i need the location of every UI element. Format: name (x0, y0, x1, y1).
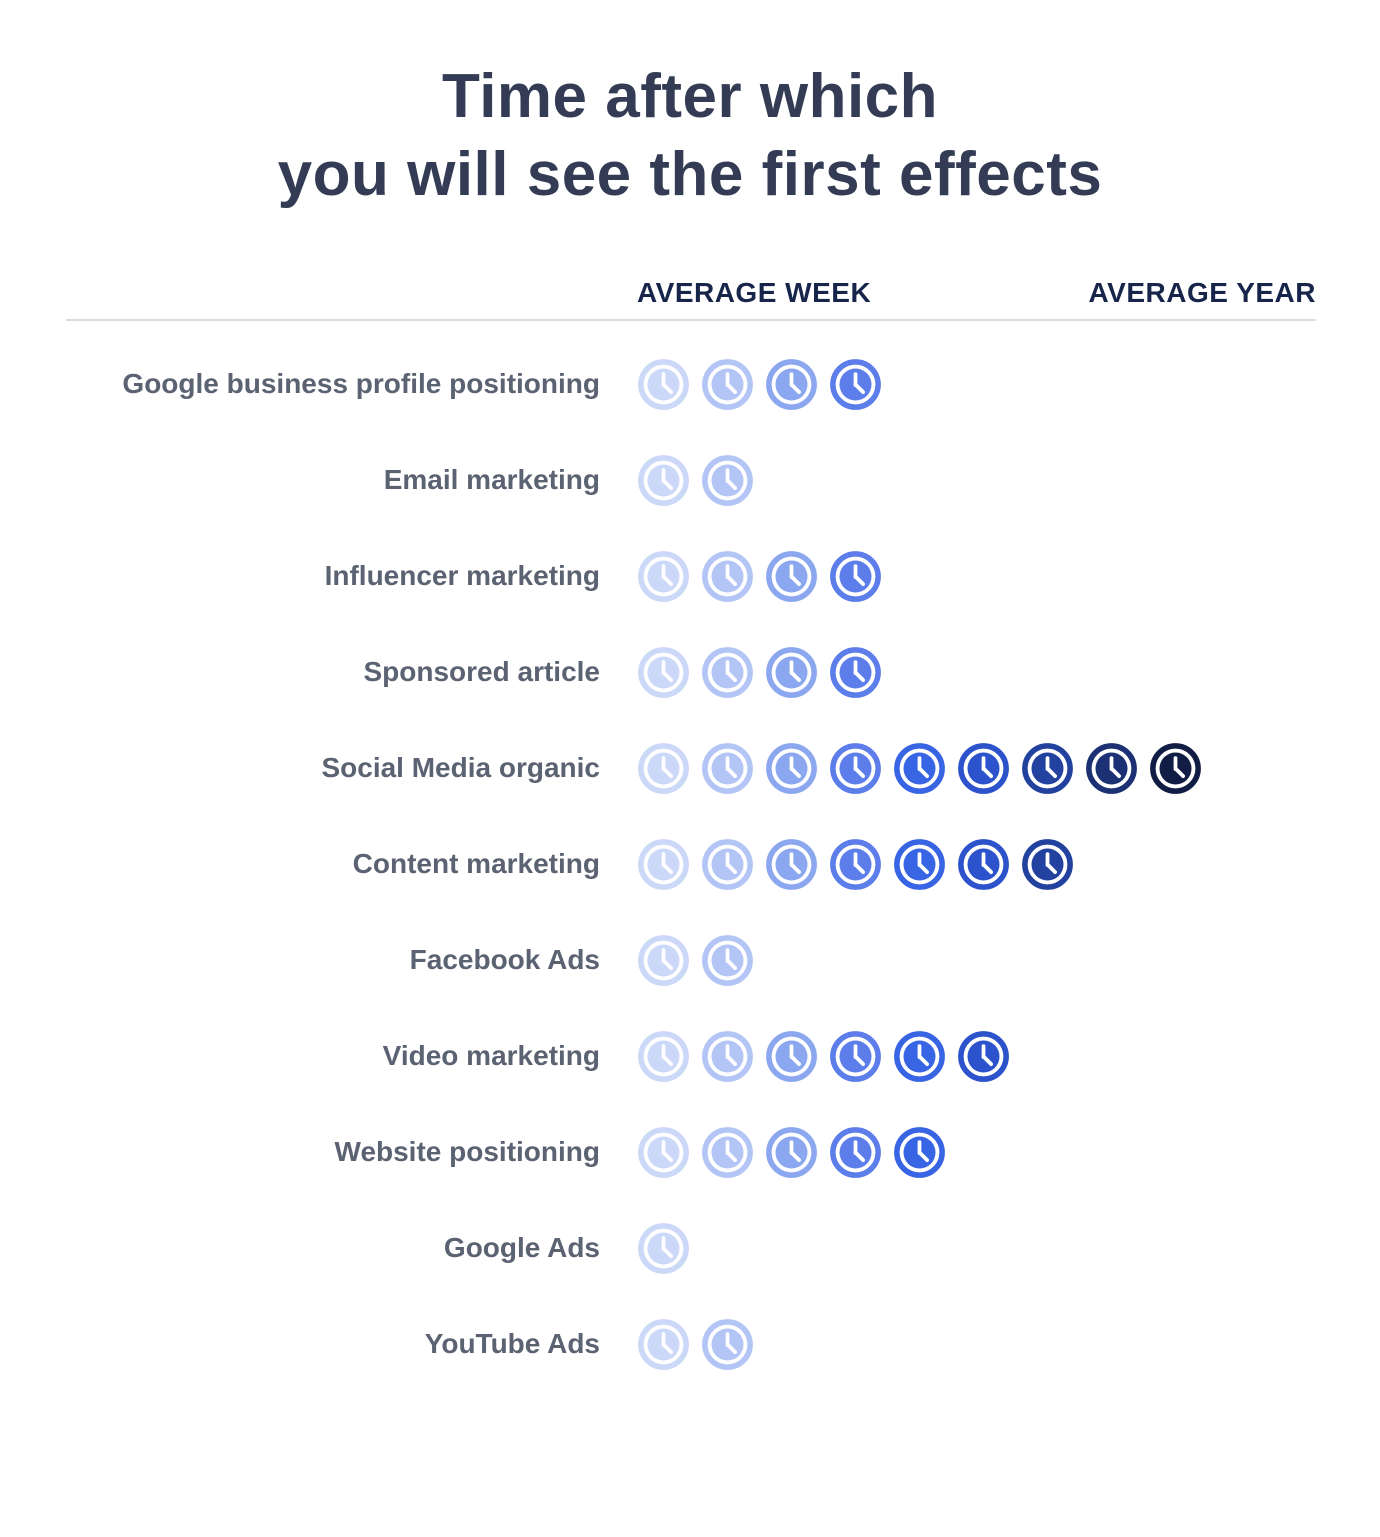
table-row: Content marketing (0, 816, 1380, 912)
clock-icon (894, 1030, 945, 1082)
clock-icon (638, 1318, 689, 1370)
clock-icon (702, 454, 753, 506)
row-label: Influencer marketing (324, 560, 600, 591)
clock-icon (638, 1030, 689, 1082)
clock-icons (637, 646, 882, 699)
table-row: Website positioning (0, 1104, 1380, 1200)
clock-icon (638, 454, 689, 506)
page-title-line1: Time after which (441, 62, 939, 131)
clock-icon (766, 550, 817, 602)
clock-icon (766, 838, 817, 890)
clock-icon (894, 838, 945, 890)
clock-icon (638, 934, 689, 986)
clock-icon (958, 742, 1009, 794)
clock-icon (702, 1318, 753, 1370)
table-row: YouTube Ads (0, 1296, 1380, 1392)
row-label: Facebook Ads (409, 944, 600, 975)
clock-icon (638, 742, 689, 794)
clock-icons (637, 1126, 946, 1179)
clock-icon (702, 358, 753, 410)
clock-icons (637, 550, 882, 603)
table-row: Video marketing (0, 1008, 1380, 1104)
column-header-row: AVERAGE WEEK AVERAGE YEAR (0, 277, 1380, 309)
clock-icon (830, 1126, 881, 1178)
clock-icon (958, 1030, 1009, 1082)
clock-icon (702, 838, 753, 890)
table-row: Influencer marketing (0, 528, 1380, 624)
clock-icon (1150, 742, 1201, 794)
page-title-line2: you will see the first effects (277, 139, 1103, 209)
infographic-page: { "title": { "line1": "Time after which"… (0, 58, 1380, 1537)
clock-icons (637, 1318, 754, 1371)
clock-icon (702, 550, 753, 602)
clock-icon (766, 1126, 817, 1178)
clock-icon (958, 838, 1009, 890)
table-row: Social Media organic (0, 720, 1380, 816)
clock-icon (830, 1030, 881, 1082)
row-label: YouTube Ads (424, 1328, 600, 1359)
clock-icon (702, 1030, 753, 1082)
clock-icon (766, 1030, 817, 1082)
clock-icon (1086, 742, 1137, 794)
clock-icon (830, 358, 881, 410)
row-label: Website positioning (334, 1136, 600, 1167)
clock-icons (637, 838, 1074, 891)
clock-icons (637, 742, 1202, 795)
clock-icon (638, 1126, 689, 1178)
table-row: Facebook Ads (0, 912, 1380, 1008)
clock-icons (637, 454, 754, 507)
clock-icon (830, 742, 881, 794)
clock-icon (766, 358, 817, 410)
row-label: Content marketing (352, 848, 600, 879)
clock-icon (702, 742, 753, 794)
row-label: Google business profile positioning (122, 368, 600, 399)
row-label: Google Ads (443, 1232, 600, 1263)
clock-icon (1022, 742, 1073, 794)
clock-icon (702, 1126, 753, 1178)
row-label: Sponsored article (363, 656, 600, 687)
row-label: Social Media organic (321, 752, 600, 783)
clock-icons (637, 934, 754, 987)
clock-icons (637, 1030, 1010, 1083)
clock-icon (702, 934, 753, 986)
table-row: Google Ads (0, 1200, 1380, 1296)
header-divider (66, 319, 1316, 321)
clock-icon (638, 838, 689, 890)
clock-icon (766, 742, 817, 794)
clock-icon (894, 1126, 945, 1178)
row-label: Email marketing (383, 464, 600, 495)
clock-icons (637, 1222, 690, 1275)
clock-icon (830, 838, 881, 890)
clock-icon (638, 646, 689, 698)
clock-icon (638, 1222, 689, 1274)
clock-icon (1022, 838, 1073, 890)
row-label: Video marketing (382, 1040, 600, 1071)
clock-icons (637, 358, 882, 411)
clock-icon (638, 550, 689, 602)
table-row: Google business profile positioning (0, 336, 1380, 432)
clock-icon (702, 646, 753, 698)
column-header-week: AVERAGE WEEK (637, 277, 872, 308)
table-row: Sponsored article (0, 624, 1380, 720)
clock-icon (830, 646, 881, 698)
clock-icon (830, 550, 881, 602)
clock-icon (766, 646, 817, 698)
clock-icon (638, 358, 689, 410)
page-title: Time after which you will see the first … (0, 58, 1380, 213)
table-row: Email marketing (0, 432, 1380, 528)
clock-icon (894, 742, 945, 794)
column-header-year: AVERAGE YEAR (1088, 277, 1316, 308)
rows-container: Google business profile positioning Emai… (0, 336, 1380, 1392)
